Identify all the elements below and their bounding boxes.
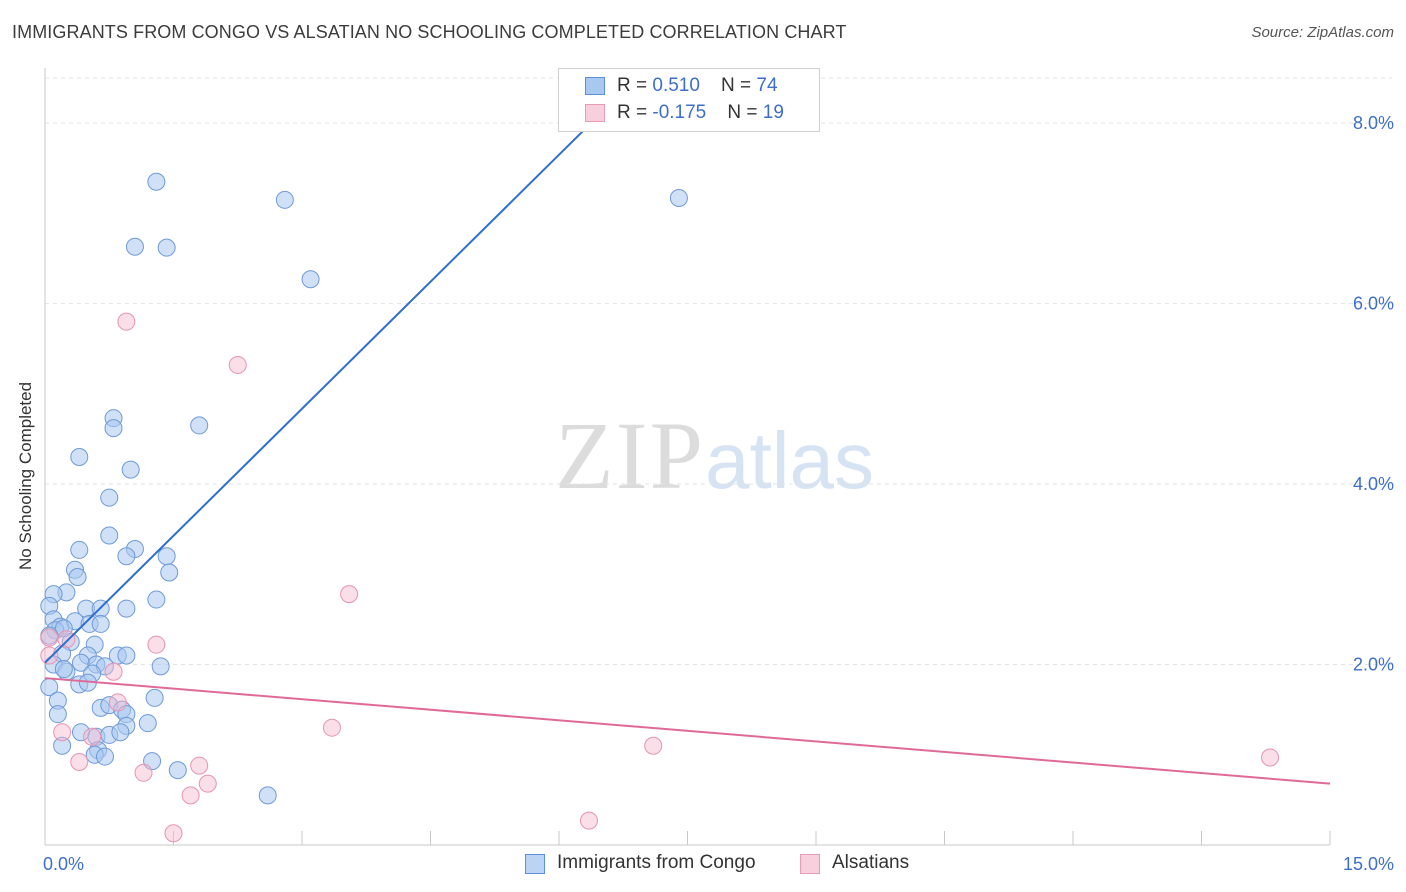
legend-r-value: 0.510 bbox=[652, 75, 700, 96]
legend-n-label: N = bbox=[727, 102, 763, 123]
alsatian-point bbox=[104, 662, 123, 681]
bottom-legend-label-congo: Immigrants from Congo bbox=[557, 852, 756, 873]
x-tick-label: 0.0% bbox=[43, 854, 84, 874]
y-tick-label: 8.0% bbox=[1353, 113, 1394, 133]
legend-r-label: R = bbox=[617, 102, 653, 123]
congo-point bbox=[70, 540, 89, 559]
alsatian-point bbox=[53, 723, 72, 742]
alsatian-point bbox=[1261, 748, 1280, 767]
alsatian-trend-line bbox=[44, 677, 1331, 785]
congo-point bbox=[117, 599, 136, 618]
congo-point bbox=[147, 590, 166, 609]
y-tick-label: 2.0% bbox=[1353, 655, 1394, 675]
legend-r-label: R = bbox=[617, 75, 653, 96]
legend-n-value: 74 bbox=[756, 75, 778, 96]
congo-point bbox=[168, 761, 187, 780]
alsatian-point bbox=[228, 355, 247, 374]
bottom-legend-swatch-alsatians bbox=[800, 854, 820, 874]
congo-point bbox=[121, 460, 140, 479]
alsatian-point bbox=[181, 786, 200, 805]
bottom-legend-label-alsatians: Alsatians bbox=[832, 852, 910, 873]
congo-point bbox=[157, 547, 176, 566]
y-tick-label: 6.0% bbox=[1353, 294, 1394, 314]
alsatian-point bbox=[147, 635, 166, 654]
alsatian-point bbox=[340, 585, 359, 604]
alsatian-point bbox=[644, 736, 663, 755]
congo-point bbox=[54, 660, 73, 679]
alsatian-point bbox=[579, 811, 598, 830]
legend-swatch-congo bbox=[585, 77, 605, 95]
congo-point bbox=[125, 237, 144, 256]
congo-trend-line bbox=[44, 86, 629, 664]
congo-point bbox=[301, 270, 320, 289]
congo-point bbox=[669, 189, 688, 208]
alsatian-point bbox=[322, 718, 341, 737]
alsatian-point bbox=[70, 752, 89, 771]
bottom-legend-swatch-congo bbox=[525, 854, 545, 874]
alsatian-point bbox=[108, 693, 127, 712]
congo-point bbox=[111, 723, 130, 742]
legend-r-value: -0.175 bbox=[652, 102, 707, 123]
alsatian-point bbox=[40, 628, 59, 647]
watermark-zip: ZIP bbox=[555, 402, 705, 509]
watermark: ZIPatlas bbox=[555, 400, 874, 511]
congo-point bbox=[190, 416, 209, 435]
alsatian-point bbox=[117, 312, 136, 331]
congo-point bbox=[157, 238, 176, 257]
congo-point bbox=[100, 488, 119, 507]
congo-point bbox=[91, 614, 110, 633]
congo-point bbox=[70, 447, 89, 466]
congo-point bbox=[100, 526, 119, 545]
legend-n-label: N = bbox=[721, 75, 757, 96]
alsatian-point bbox=[83, 727, 102, 746]
alsatian-point bbox=[40, 646, 59, 665]
congo-point bbox=[68, 568, 87, 587]
chart-title: IMMIGRANTS FROM CONGO VS ALSATIAN NO SCH… bbox=[12, 22, 847, 42]
congo-point bbox=[138, 714, 157, 733]
congo-point bbox=[117, 547, 136, 566]
congo-point bbox=[160, 563, 179, 582]
watermark-atlas: atlas bbox=[705, 416, 874, 505]
correlation-legend: R = 0.510 N = 74 R = -0.175 N = 19 bbox=[558, 68, 820, 132]
alsatian-point bbox=[164, 824, 183, 843]
congo-point bbox=[258, 786, 277, 805]
congo-point bbox=[145, 688, 164, 707]
congo-point bbox=[151, 657, 170, 676]
alsatian-point bbox=[198, 774, 217, 793]
congo-point bbox=[147, 172, 166, 191]
congo-point bbox=[275, 190, 294, 209]
congo-point bbox=[95, 747, 114, 766]
y-tick-label: 4.0% bbox=[1353, 474, 1394, 494]
legend-swatch-alsatians bbox=[585, 104, 605, 122]
source-label: Source: ZipAtlas.com bbox=[1251, 24, 1394, 41]
congo-point bbox=[53, 736, 72, 755]
congo-point bbox=[48, 705, 67, 724]
x-tick-label: 15.0% bbox=[1343, 854, 1394, 874]
alsatian-point bbox=[134, 763, 153, 782]
legend-n-value: 19 bbox=[762, 102, 784, 123]
congo-point bbox=[104, 419, 123, 438]
alsatian-point bbox=[57, 630, 76, 649]
alsatian-point bbox=[190, 756, 209, 775]
congo-point bbox=[117, 646, 136, 665]
